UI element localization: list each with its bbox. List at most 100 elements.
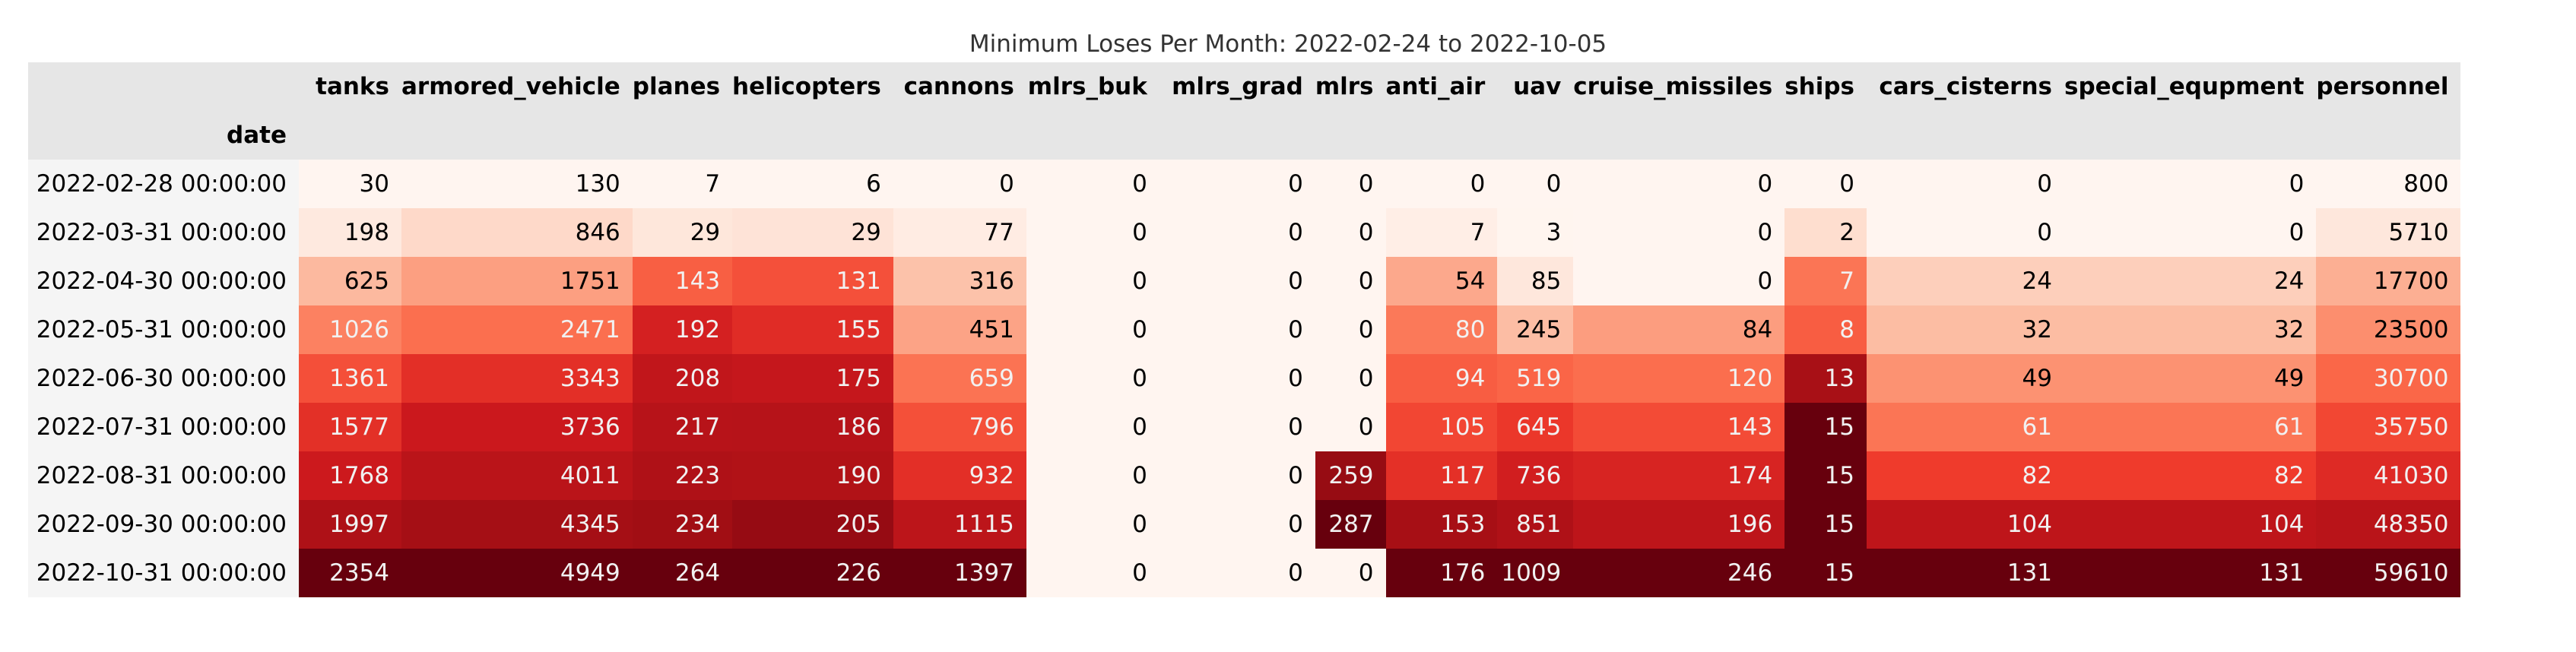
heatmap-cell: 0 — [1315, 403, 1386, 451]
heatmap-cell: 0 — [893, 160, 1026, 208]
heatmap-cell: 0 — [1784, 160, 1867, 208]
column-header: personnel — [2316, 62, 2461, 111]
heatmap-cell: 176 — [1385, 549, 1498, 597]
heatmap-cell: 0 — [1573, 208, 1785, 257]
heatmap-cell: 1997 — [299, 500, 401, 549]
heatmap-cell: 61 — [1867, 403, 2064, 451]
heatmap-cell: 0 — [1159, 549, 1315, 597]
heatmap-cell: 0 — [1159, 305, 1315, 354]
index-row-blank-cell — [1784, 111, 1867, 160]
heatmap-cell: 198 — [299, 208, 401, 257]
heatmap-cell: 226 — [732, 549, 893, 597]
index-row-blank-cell — [1385, 111, 1498, 160]
heatmap-cell: 0 — [1026, 160, 1160, 208]
index-name-row: date — [28, 111, 2461, 160]
heatmap-cell: 0 — [1315, 208, 1386, 257]
index-row-blank-cell — [1573, 111, 1785, 160]
heatmap-cell: 130 — [401, 160, 633, 208]
heatmap-cell: 287 — [1315, 500, 1386, 549]
heatmap-cell: 0 — [1159, 160, 1315, 208]
heatmap-cell: 24 — [2064, 257, 2317, 305]
column-header: mlrs — [1315, 62, 1386, 111]
heatmap-cell: 15 — [1784, 500, 1867, 549]
table-caption: Minimum Loses Per Month: 2022-02-24 to 2… — [969, 30, 1607, 58]
heatmap-cell: 117 — [1385, 451, 1498, 500]
column-header: cruise_missiles — [1573, 62, 1785, 111]
column-header: uav — [1497, 62, 1574, 111]
heatmap-cell: 131 — [732, 257, 893, 305]
heatmap-cell: 192 — [632, 305, 733, 354]
heatmap-cell: 205 — [732, 500, 893, 549]
index-name-label: date — [28, 111, 299, 160]
heatmap-cell: 2354 — [299, 549, 401, 597]
heatmap-cell: 645 — [1497, 403, 1574, 451]
heatmap-cell: 0 — [1315, 549, 1386, 597]
heatmap-cell: 259 — [1315, 451, 1386, 500]
heatmap-cell: 0 — [1159, 451, 1315, 500]
table-row: 2022-03-31 00:00:00 198 846 29 29 77 0 0 0 7 3 0 2 0 0… — [28, 208, 2461, 257]
index-row-blank-cell — [1026, 111, 1160, 160]
heatmap-cell: 15 — [1784, 549, 1867, 597]
heatmap-cell: 8 — [1784, 305, 1867, 354]
heatmap-cell: 0 — [1026, 305, 1160, 354]
heatmap-cell: 264 — [632, 549, 733, 597]
heatmap-cell: 82 — [2064, 451, 2317, 500]
heatmap-cell: 143 — [1573, 403, 1785, 451]
row-index-date: 2022-08-31 00:00:00 — [28, 451, 299, 500]
column-header: helicopters — [732, 62, 893, 111]
heatmap-cell: 17700 — [2316, 257, 2461, 305]
heatmap-cell: 4345 — [401, 500, 633, 549]
heatmap-cell: 800 — [2316, 160, 2461, 208]
heatmap-cell: 846 — [401, 208, 633, 257]
heatmap-cell: 0 — [1026, 403, 1160, 451]
heatmap-cell: 190 — [732, 451, 893, 500]
column-header: cars_cisterns — [1867, 62, 2064, 111]
heatmap-cell: 29 — [632, 208, 733, 257]
heatmap-cell: 736 — [1497, 451, 1574, 500]
heatmap-cell: 49 — [1867, 354, 2064, 403]
heatmap-cell: 30 — [299, 160, 401, 208]
index-corner-blank — [28, 62, 299, 111]
heatmap-cell: 15 — [1784, 403, 1867, 451]
heatmap-cell: 0 — [1315, 305, 1386, 354]
column-header: tanks — [299, 62, 401, 111]
heatmap-cell: 7 — [632, 160, 733, 208]
heatmap-cell: 82 — [1867, 451, 2064, 500]
heatmap-cell: 104 — [1867, 500, 2064, 549]
table-row: 2022-02-28 00:00:00 30 130 7 6 0 0 0 0 0 0 0 0 0 0 800 — [28, 160, 2461, 208]
row-index-date: 2022-07-31 00:00:00 — [28, 403, 299, 451]
heatmap-cell: 0 — [1497, 160, 1574, 208]
index-row-blank-cell — [893, 111, 1026, 160]
heatmap-cell: 85 — [1497, 257, 1574, 305]
heatmap-cell: 208 — [632, 354, 733, 403]
heatmap-cell: 217 — [632, 403, 733, 451]
column-header: ships — [1784, 62, 1867, 111]
table-row: 2022-04-30 00:00:00 625 1751 143 131 316 0 0 0 54… — [28, 257, 2461, 305]
heatmap-cell: 625 — [299, 257, 401, 305]
heatmap-cell: 3736 — [401, 403, 633, 451]
heatmap-cell: 15 — [1784, 451, 1867, 500]
heatmap-cell: 120 — [1573, 354, 1785, 403]
heatmap-cell: 0 — [1867, 160, 2064, 208]
heatmap-cell: 1577 — [299, 403, 401, 451]
heatmap-cell: 234 — [632, 500, 733, 549]
heatmap-cell: 0 — [1026, 549, 1160, 597]
row-index-date: 2022-09-30 00:00:00 — [28, 500, 299, 549]
heatmap-cell: 851 — [1497, 500, 1574, 549]
heatmap-cell: 4011 — [401, 451, 633, 500]
heatmap-cell: 175 — [732, 354, 893, 403]
column-header: special_equpment — [2064, 62, 2317, 111]
heatmap-cell: 659 — [893, 354, 1026, 403]
index-row-blank-cell — [1159, 111, 1315, 160]
heatmap-cell: 131 — [2064, 549, 2317, 597]
heatmap-cell: 30700 — [2316, 354, 2461, 403]
heatmap-cell: 932 — [893, 451, 1026, 500]
heatmap-cell: 94 — [1385, 354, 1498, 403]
heatmap-cell: 104 — [2064, 500, 2317, 549]
heatmap-cell: 186 — [732, 403, 893, 451]
heatmap-cell: 59610 — [2316, 549, 2461, 597]
index-row-blank-cell — [632, 111, 733, 160]
heatmap-cell: 0 — [1315, 160, 1386, 208]
index-row-blank-cell — [1497, 111, 1574, 160]
heatmap-cell: 796 — [893, 403, 1026, 451]
